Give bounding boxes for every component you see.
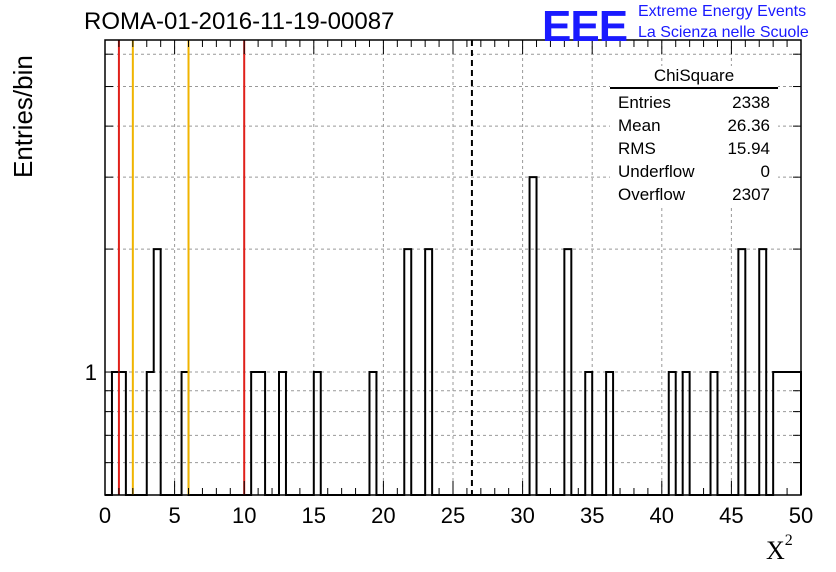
y-axis-label: Entries/bin xyxy=(8,55,38,178)
logo-tagline-2: La Scienza nelle Scuole xyxy=(638,24,809,41)
x-tick-label: 5 xyxy=(168,503,180,528)
x-axis-label-exponent: 2 xyxy=(784,532,793,549)
histogram-bin xyxy=(530,177,537,495)
logo-tagline-1: Extreme Energy Events xyxy=(638,3,807,20)
stats-label: Underflow xyxy=(618,162,695,181)
stats-row-rms: RMS 15.94 xyxy=(610,137,778,160)
stats-box-title: ChiSquare xyxy=(610,66,778,89)
stats-row-overflow: Overflow 2307 xyxy=(610,183,778,206)
stats-box: ChiSquare Entries 2338 Mean 26.36 RMS 15.94… xyxy=(610,66,778,206)
x-tick-label: 15 xyxy=(302,503,326,528)
x-tick-label: 0 xyxy=(99,503,111,528)
stats-row-underflow: Underflow 0 xyxy=(610,160,778,183)
x-tick-label: 40 xyxy=(650,503,674,528)
x-tick-label: 50 xyxy=(789,503,813,528)
stats-row-entries: Entries 2338 xyxy=(610,91,778,114)
x-tick-label: 35 xyxy=(580,503,604,528)
eee-logo: EEE xyxy=(542,2,628,51)
x-tick-label: 30 xyxy=(510,503,534,528)
stats-value: 2338 xyxy=(732,93,770,112)
x-tick-label: 45 xyxy=(719,503,743,528)
stats-value: 2307 xyxy=(732,185,770,204)
stats-label: RMS xyxy=(618,139,656,158)
x-tick-label: 25 xyxy=(441,503,465,528)
stats-value: 0 xyxy=(760,162,770,181)
stats-label: Mean xyxy=(618,116,661,135)
x-tick-label: 20 xyxy=(371,503,395,528)
stats-label: Entries xyxy=(618,93,671,112)
x-axis-label-symbol: X xyxy=(766,536,785,565)
stats-row-mean: Mean 26.36 xyxy=(610,114,778,137)
stats-value: 26.36 xyxy=(727,116,770,135)
y-tick-label: 1 xyxy=(85,360,97,385)
stats-value: 15.94 xyxy=(727,139,770,158)
stats-label: Overflow xyxy=(618,185,686,204)
x-axis-label: X2 xyxy=(766,532,793,566)
x-tick-label: 10 xyxy=(232,503,256,528)
chart-title: ROMA-01-2016-11-19-00087 xyxy=(84,8,395,35)
